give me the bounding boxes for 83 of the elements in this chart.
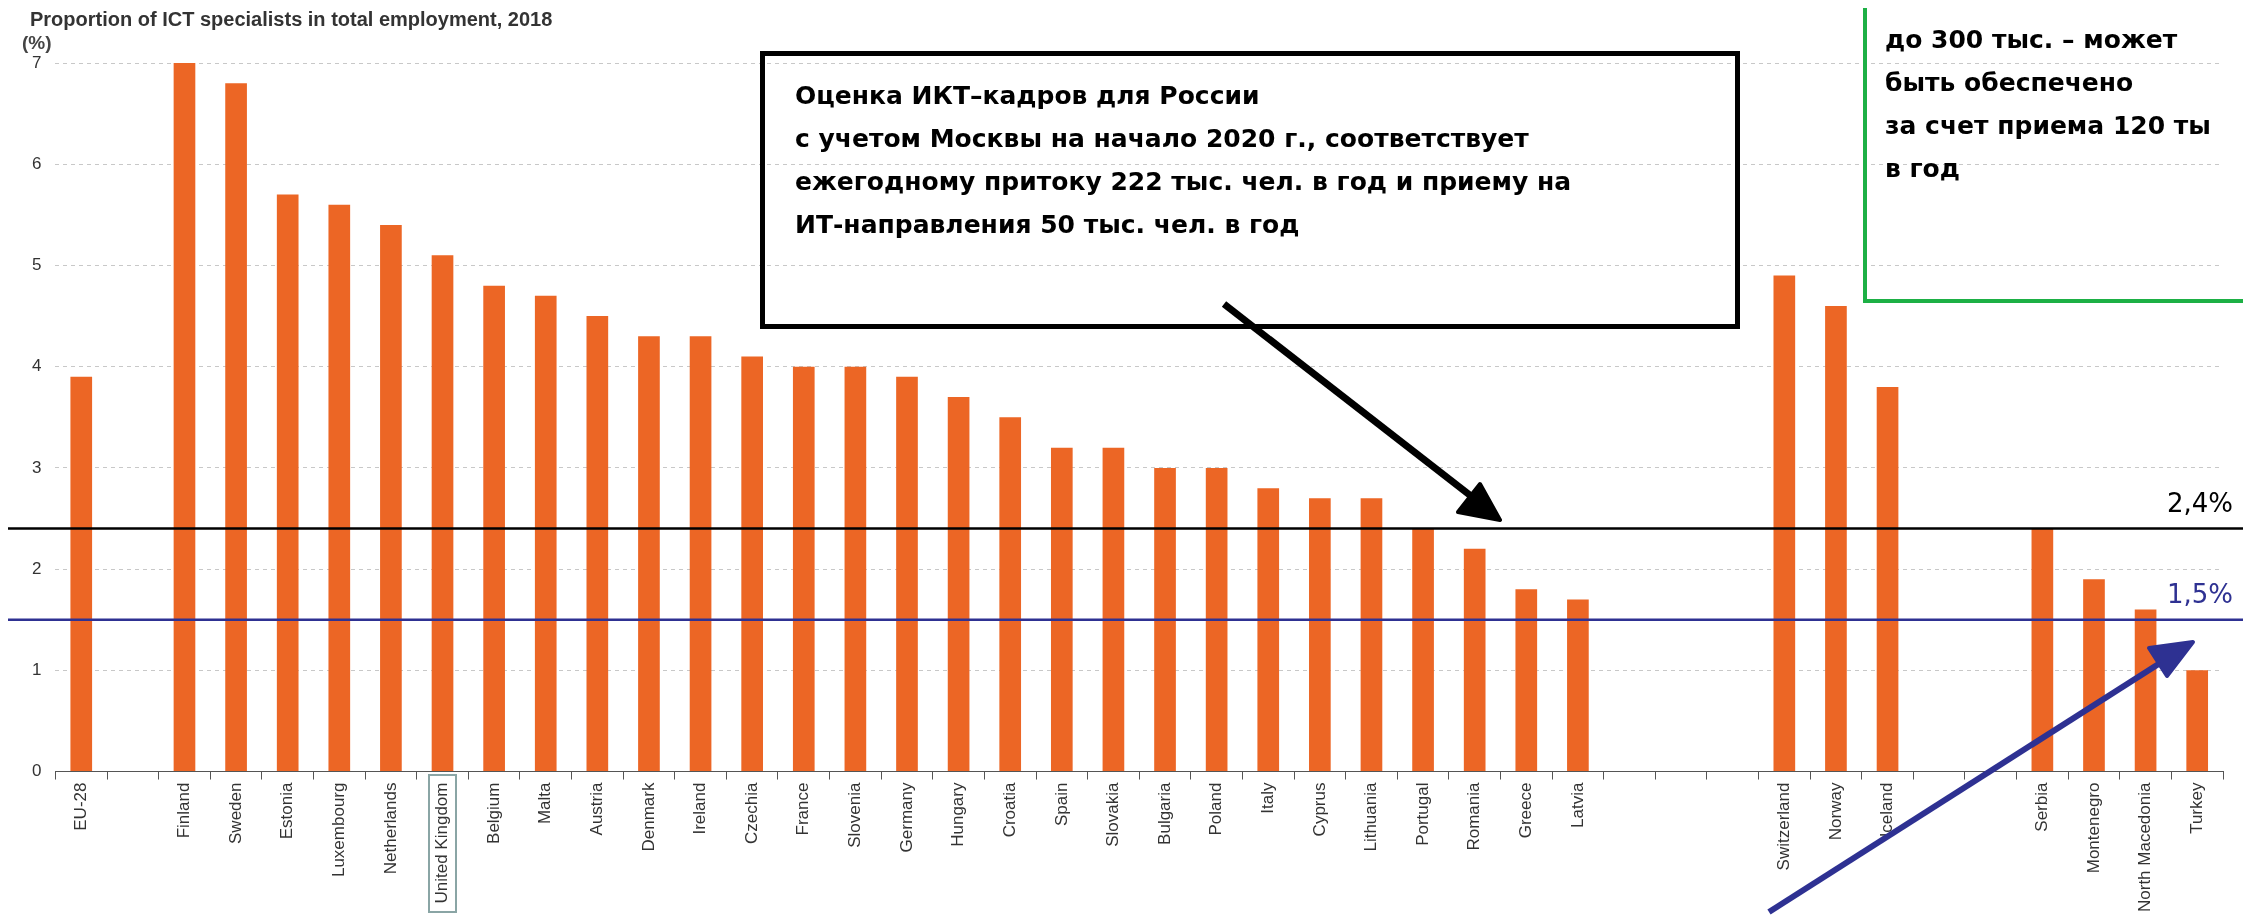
bar [483, 285, 505, 772]
bar [792, 366, 815, 772]
x-tick-label: Belgium [483, 782, 503, 844]
x-tick-label: EU-28 [70, 782, 90, 831]
x-tick-label: Austria [587, 782, 607, 836]
y-tick-label: 5 [31, 255, 42, 275]
x-tick-label: Norway [1825, 782, 1845, 841]
x-tick-label: United Kingdom [432, 782, 452, 904]
bar [741, 356, 763, 772]
callout-box: до 300 тыс. – может быть обеспечено за счет приема 120 ты в год [1863, 8, 2243, 303]
x-tick-label: Czechia [741, 782, 761, 844]
bar [276, 194, 299, 772]
x-tick-label: Spain [1051, 782, 1071, 827]
x-tick-label: Portugal [1412, 782, 1432, 846]
x-tick-label: Bulgaria [1154, 782, 1174, 845]
x-tick-label: Latvia [1567, 782, 1587, 828]
x-tick-label: France [793, 782, 813, 836]
x-tick-label: Poland [1206, 782, 1226, 836]
x-tick-label: Turkey [2186, 782, 2206, 834]
bar [689, 336, 712, 772]
x-tick-label: Sweden [225, 782, 245, 844]
x-tick-label: Montenegro [2083, 782, 2103, 874]
bar [1360, 498, 1383, 772]
bar [225, 83, 247, 772]
x-tick-label: Luxembourg [328, 782, 348, 878]
x-tick-label: Serbia [2032, 782, 2052, 832]
bar [1205, 467, 1228, 772]
bar [1773, 275, 1796, 772]
ref-line-label: 1,5% [2166, 579, 2233, 610]
y-tick-label: 0 [31, 761, 42, 781]
bar [1876, 386, 1899, 772]
x-tick-label: Cyprus [1309, 782, 1329, 837]
bar [1257, 488, 1280, 772]
x-tick-label: Lithuania [1361, 782, 1381, 852]
bar [328, 204, 351, 772]
x-tick-label: Finland [174, 782, 194, 839]
y-axis-title: (%) [22, 32, 52, 54]
chart-title: Proportion of ICT specialists in total employment, 2018 [30, 8, 553, 31]
bar [999, 417, 1022, 772]
y-tick-label: 3 [31, 457, 42, 477]
x-tick-label: Germany [896, 782, 916, 853]
bar [638, 336, 660, 772]
x-tick-label: Romania [1464, 782, 1484, 851]
x-tick-label: North Macedonia [2135, 782, 2155, 913]
bar [1567, 599, 1589, 772]
bar [1154, 467, 1176, 772]
bar [1515, 589, 1538, 772]
bar [2083, 579, 2105, 772]
y-tick-label: 7 [31, 52, 42, 72]
x-tick-label: Italy [1257, 782, 1277, 814]
x-tick-label: Estonia [277, 782, 297, 840]
x-tick-label: Netherlands [380, 782, 400, 875]
bar [534, 295, 557, 772]
bar [2031, 528, 2054, 772]
x-tick-label: Denmark [638, 782, 658, 852]
bar [173, 63, 196, 772]
bar [844, 366, 867, 772]
x-tick-label: Hungary [948, 782, 968, 847]
x-tick-label: Slovakia [1103, 782, 1123, 847]
x-tick-label: Ireland [690, 782, 710, 835]
bar [1050, 447, 1073, 772]
bar [1102, 447, 1125, 772]
bar [380, 224, 402, 772]
y-tick-label: 2 [31, 558, 42, 578]
x-tick-label: Slovenia [845, 782, 865, 848]
bar [947, 397, 970, 772]
y-tick-label: 6 [31, 153, 42, 173]
x-tick-label: Greece [1515, 782, 1535, 839]
bar [1463, 548, 1486, 772]
x-tick-label: Croatia [999, 782, 1019, 838]
bar [1825, 305, 1847, 772]
bar [1412, 528, 1434, 772]
ref-line-label: 2,4% [2166, 488, 2233, 519]
x-tick-label: Switzerland [1774, 782, 1794, 871]
y-tick-label: 1 [31, 660, 42, 680]
callout-box: Оценка ИКТ–кадров для России с учетом Москвы на начало 2020 г., соответствует ежегодному притоку 222 тыс. чел. в год и приему на ИТ-направления 50 тыс. чел. в год [760, 51, 1740, 329]
y-tick-label: 4 [31, 356, 42, 376]
bar [1309, 498, 1331, 772]
bar [70, 376, 93, 772]
x-tick-label: Malta [535, 782, 555, 825]
bar [896, 376, 918, 772]
bar [2186, 670, 2209, 772]
bar [586, 316, 609, 772]
